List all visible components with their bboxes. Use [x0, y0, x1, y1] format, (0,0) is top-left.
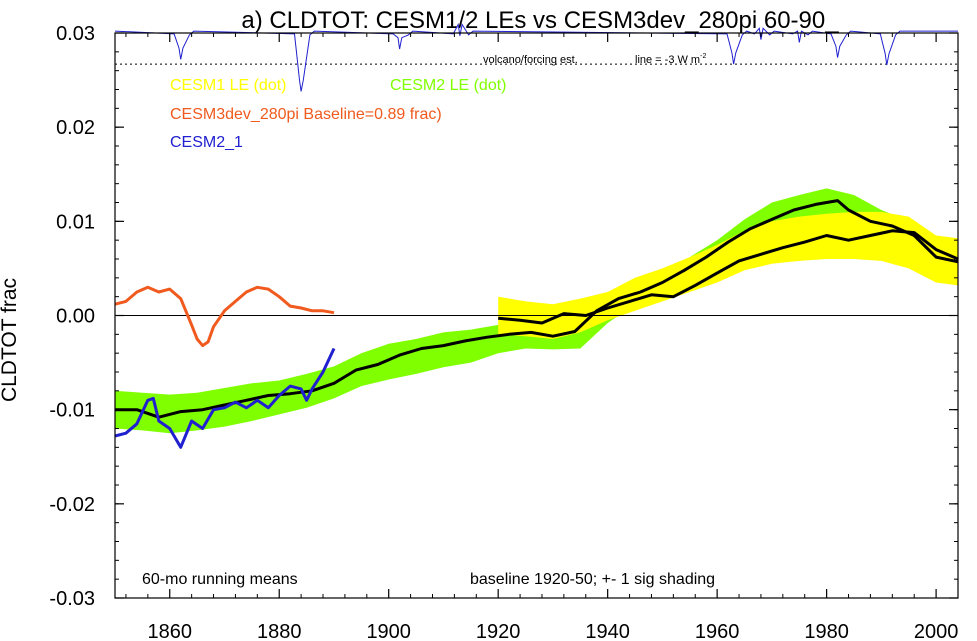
y-tick-label: -0.03	[49, 588, 95, 610]
x-tick-label: 1920	[476, 621, 521, 641]
volcano-label: volcano/forcing est.	[483, 54, 578, 66]
x-tick-label: 1860	[147, 621, 192, 641]
ensemble-mean-line-2	[498, 229, 959, 325]
y-tick-label: 0.02	[56, 117, 95, 139]
baseline-note: baseline 1920-50; +- 1 sig shading	[470, 571, 715, 588]
legend-cesm3dev: CESM3dev_280pi Baseline=0.89 frac)	[170, 106, 442, 123]
x-tick-label: 2000	[914, 621, 959, 641]
forcing-line-label: line = -3 W m-2	[635, 53, 706, 66]
line-cesm3dev-280pi-baseline-0-89-frac	[114, 285, 335, 348]
y-tick-label: 0.01	[56, 211, 95, 233]
y-tick-label: -0.01	[49, 400, 95, 422]
line-cesm2-1	[114, 347, 336, 449]
running-mean-note: 60-mo running means	[142, 571, 298, 588]
axes: -0.03 -0.02 -0.01 0.00 0.01 0.02 0.03 1860 1880 1…	[49, 23, 959, 641]
legend-cesm1-le: CESM1 LE (dot)	[170, 77, 286, 94]
x-tick-label: 1940	[585, 621, 630, 641]
x-tick-label: 1980	[804, 621, 849, 641]
y-tick-label: -0.02	[49, 494, 95, 516]
chart-title: a) CLDTOT: CESM1/2 LEs vs CESM3dev_280pi…	[241, 7, 839, 34]
legend-cesm2-le: CESM2 LE (dot)	[390, 77, 506, 94]
x-tick-label: 1880	[257, 621, 302, 641]
volcano-forcing-panel	[114, 22, 958, 92]
y-axis-label: CLDTOT frac	[0, 278, 21, 402]
series-lines	[114, 199, 959, 449]
y-tick-label: 0.00	[56, 306, 95, 328]
legend-cesm2-1: CESM2_1	[170, 134, 243, 151]
x-tick-label: 1900	[366, 621, 411, 641]
y-tick-label: 0.03	[56, 23, 95, 45]
x-tick-label: 1960	[695, 621, 740, 641]
ensemble-mean-line-1	[115, 199, 959, 419]
band-cesm2-le-dot	[115, 188, 958, 434]
uncertainty-bands	[115, 188, 958, 434]
volcano-forcing-line	[114, 22, 958, 92]
